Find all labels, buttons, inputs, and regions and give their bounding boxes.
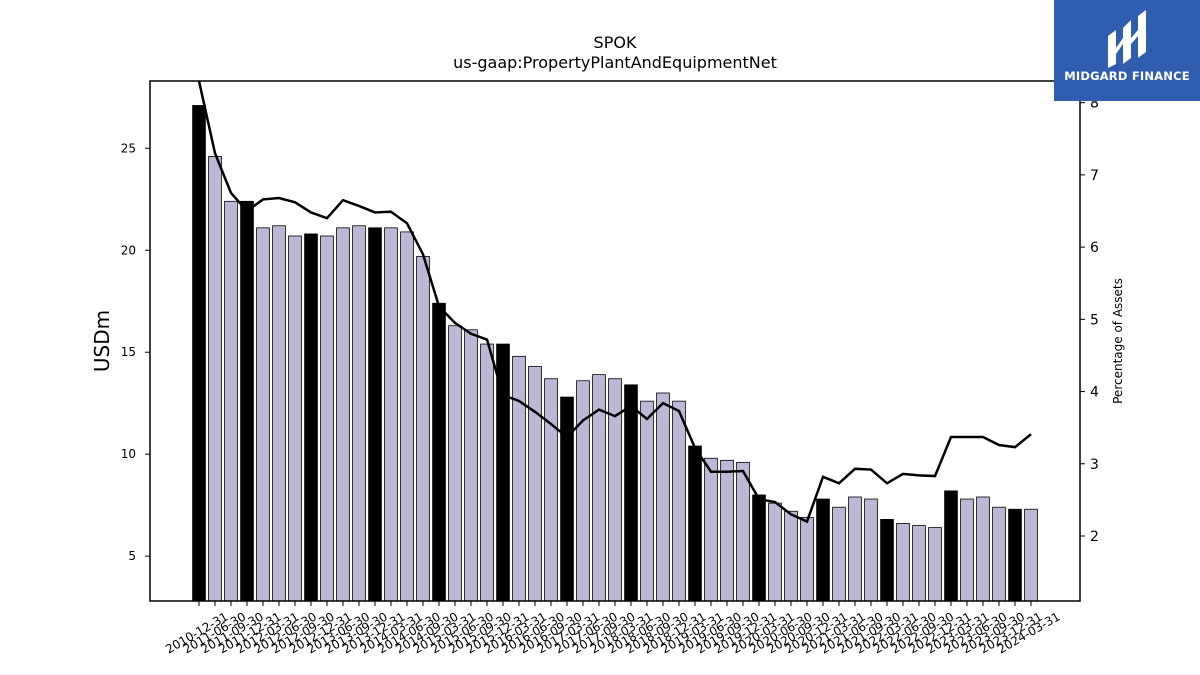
chart-subtitle: us-gaap:PropertyPlantAndEquipmentNet: [453, 53, 777, 72]
bar: [1008, 508, 1022, 602]
bar: [304, 233, 318, 602]
bar: [320, 235, 334, 602]
bar: [624, 384, 638, 602]
bar: [432, 302, 446, 602]
bar: [336, 227, 350, 602]
bar: [480, 343, 494, 602]
bar: [288, 235, 302, 602]
bar: [1024, 508, 1038, 602]
bar: [704, 457, 718, 602]
bar: [976, 496, 990, 602]
bar: [944, 490, 958, 602]
y2-tick-label: 3: [1090, 457, 1099, 473]
bar: [384, 227, 398, 602]
y2-tick-label: 6: [1090, 240, 1099, 256]
bar: [752, 494, 766, 602]
logo-mark-icon: [1108, 10, 1146, 68]
logo-text: MIDGARD FINANCE: [1064, 69, 1190, 83]
y-tick-label: 15: [121, 345, 136, 359]
bar: [576, 380, 590, 602]
bars-group: [192, 105, 1038, 602]
bar: [864, 498, 878, 602]
x-axis: 2010-12-312011-06-302011-09-302011-12-31…: [163, 601, 1063, 656]
bar: [736, 461, 750, 602]
bar: [352, 225, 366, 602]
y2-tick-label: 5: [1090, 312, 1099, 328]
bar: [512, 355, 526, 602]
bar: [560, 396, 574, 602]
bar: [896, 523, 910, 602]
y-axis-left: 5 10 15 20 25: [121, 141, 150, 563]
bar: [880, 519, 894, 602]
bar: [272, 225, 286, 602]
bar: [640, 400, 654, 602]
bar: [416, 255, 430, 602]
y2-tick-label: 2: [1090, 529, 1099, 545]
bar: [448, 325, 462, 602]
y-tick-label: 25: [121, 141, 136, 155]
bar: [832, 506, 846, 602]
midgard-finance-logo: MIDGARD FINANCE: [1054, 0, 1200, 101]
bar: [768, 502, 782, 602]
bar: [192, 105, 206, 602]
bar: [208, 156, 222, 602]
bar: [848, 496, 862, 602]
bar: [784, 510, 798, 602]
bar: [544, 378, 558, 602]
bar: [368, 227, 382, 602]
bar: [992, 506, 1006, 602]
bar: [720, 459, 734, 602]
y2-axis-label: Percentage of Assets: [1111, 278, 1125, 404]
bar: [464, 329, 478, 602]
y-axis-right: 2 3 4 5 6 7 8: [1080, 96, 1099, 545]
y-axis-label: USDm: [90, 310, 114, 372]
bar: [224, 200, 238, 602]
y-tick-label: 5: [128, 549, 136, 563]
bar: [688, 445, 702, 602]
bar: [960, 498, 974, 602]
chart-title: SPOK: [594, 33, 637, 52]
bar: [528, 366, 542, 602]
y2-tick-label: 8: [1090, 96, 1099, 112]
bar: [256, 227, 270, 602]
y-tick-label: 20: [121, 243, 136, 257]
bar: [816, 498, 830, 602]
y-tick-label: 10: [121, 447, 136, 461]
bar: [800, 516, 814, 602]
y2-tick-label: 7: [1090, 168, 1099, 184]
bar: [656, 392, 670, 602]
y2-tick-label: 4: [1090, 385, 1099, 401]
bar: [240, 200, 254, 602]
line-series-percentage: [197, 81, 1032, 524]
bar: [400, 231, 414, 602]
bar: [912, 525, 926, 602]
line-group: [197, 81, 1032, 524]
bar: [672, 400, 686, 602]
bar: [928, 527, 942, 602]
